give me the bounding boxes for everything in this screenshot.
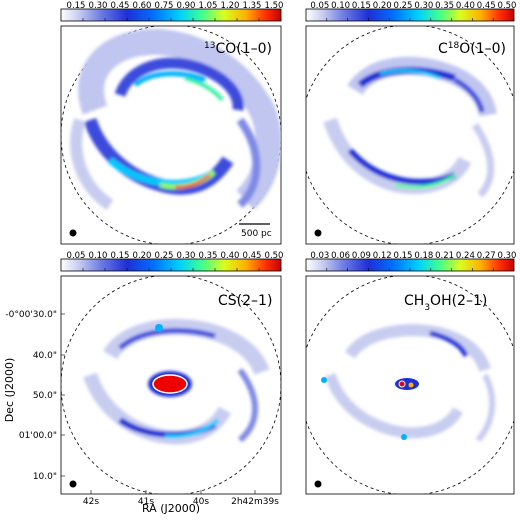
line-label-13co: 13CO(1–0) (204, 41, 272, 57)
colorbar-ticks-13co: 0.15 0.30 0.45 0.60 0.75 0.90 1.05 1.20 1.35 1.50 (67, 1, 284, 21)
colorbar-tick-label: 0.25 (155, 251, 174, 261)
colorbar-tick-label: 0.45 (111, 1, 130, 11)
dec-tick-label: 01'00.0" (19, 431, 57, 441)
colorbar-tick-label: 1.20 (221, 1, 240, 11)
colorbar-tick-label: 0.21 (435, 251, 454, 261)
colorbar-tick-label: 0.10 (89, 251, 108, 261)
colorbar-tick-label: 1.50 (265, 1, 284, 11)
panel-13co: 0.15 0.30 0.45 0.60 0.75 0.90 1.05 1.20 1.35 1.50… (60, 1, 284, 245)
emission-ch3oh (306, 276, 514, 494)
ra-tick-label: 41s (138, 497, 154, 507)
line-label-c18o: C18O(1–0) (438, 41, 506, 57)
colorbar-tick-label: 0.03 (310, 251, 329, 261)
colorbar-tick-label: 0.10 (331, 1, 350, 11)
ra-ticks: 42s 41s 40s 2h42m39s (83, 490, 279, 507)
panel-ch3oh: 0.03 0.06 0.09 0.12 0.15 0.18 0.21 0.24 0.27 0.30… (305, 251, 516, 495)
emission-cs (61, 276, 281, 494)
colorbar-tick-label: 0.30 (89, 1, 108, 11)
colorbar-tick-label: 0.06 (331, 251, 350, 261)
colorbar-tick-label: 1.35 (243, 1, 262, 11)
colorbar-tick-label: 0.45 (477, 1, 496, 11)
colorbar-tick-label: 0.30 (414, 1, 433, 11)
colorbar-tick-label: 0.12 (373, 251, 392, 261)
ra-tick-label: 42s (83, 497, 99, 507)
colorbar-tick-label: 0.50 (265, 251, 284, 261)
colorbar-tick-label: 1.05 (199, 1, 218, 11)
colorbar-ticks-ch3oh: 0.03 0.06 0.09 0.12 0.15 0.18 0.21 0.24 0.27 0.30 (310, 251, 516, 271)
colorbar-tick-label: 0.40 (221, 251, 240, 261)
ra-tick-label: 40s (193, 497, 209, 507)
colorbar-tick-label: 0.20 (133, 251, 152, 261)
colorbar-tick-label: 0.30 (498, 251, 517, 261)
emission-13co (61, 26, 281, 244)
colorbar-tick-label: 0.05 (310, 1, 329, 11)
colorbar-tick-label: 0.20 (373, 1, 392, 11)
colorbar-tick-label: 0.40 (456, 1, 475, 11)
panel-c18o: 0.05 0.10 0.15 0.20 0.25 0.30 0.35 0.40 0.45 0.50… (305, 1, 516, 245)
colorbar-ticks-cs: 0.05 0.10 0.15 0.20 0.25 0.30 0.35 0.40 0.45 0.50 (67, 251, 284, 271)
colorbar-tick-label: 0.09 (352, 251, 371, 261)
colorbar-tick-label: 0.18 (414, 251, 433, 261)
colorbar-ticks-c18o: 0.05 0.10 0.15 0.20 0.25 0.30 0.35 0.40 0.45 0.50 (310, 1, 516, 21)
colorbar-tick-label: 0.35 (435, 1, 454, 11)
colorbar-tick-label: 0.15 (394, 251, 413, 261)
dec-tick-label: 40.0" (33, 351, 57, 361)
colorbar-tick-label: 0.15 (111, 251, 130, 261)
dec-tick-label: 50.0" (33, 391, 57, 401)
dec-tick-label: 10.0" (33, 472, 57, 482)
colorbar-tick-label: 0.30 (177, 251, 196, 261)
line-label-ch3oh: CH3OH(2–1) (404, 293, 487, 313)
colorbar-tick-label: 0.25 (394, 1, 413, 11)
line-label-cs: CS(2–1) (218, 293, 272, 309)
colorbar-tick-label: 0.35 (199, 251, 218, 261)
dec-tick-label: -0°00'30.0" (5, 310, 57, 320)
colorbar-tick-label: 0.27 (477, 251, 496, 261)
colorbar-tick-label: 0.15 (352, 1, 371, 11)
colorbar-tick-label: 0.50 (498, 1, 517, 11)
colorbar-tick-label: 0.24 (456, 251, 475, 261)
colorbar-tick-label: 0.15 (67, 1, 86, 11)
colorbar-tick-label: 0.45 (243, 251, 262, 261)
scalebar-label-13co: 500 pc (241, 229, 272, 239)
ra-tick-label: 2h42m39s (231, 497, 279, 507)
colorbar-tick-label: 0.05 (67, 251, 86, 261)
xlabel: RA (J2000) (142, 502, 200, 515)
colorbar-tick-label: 0.90 (177, 1, 196, 11)
colorbar-tick-label: 0.60 (133, 1, 152, 11)
colorbar-tick-label: 0.75 (155, 1, 174, 11)
emission-c18o (306, 26, 514, 244)
panel-cs: 0.05 0.10 0.15 0.20 0.25 0.30 0.35 0.40 0.45 0.50… (60, 251, 284, 495)
dec-ticks: -0°00'30.0" 40.0" 50.0" 01'00.0" 10.0" (5, 310, 65, 482)
ylabel: Dec (J2000) (3, 358, 16, 423)
